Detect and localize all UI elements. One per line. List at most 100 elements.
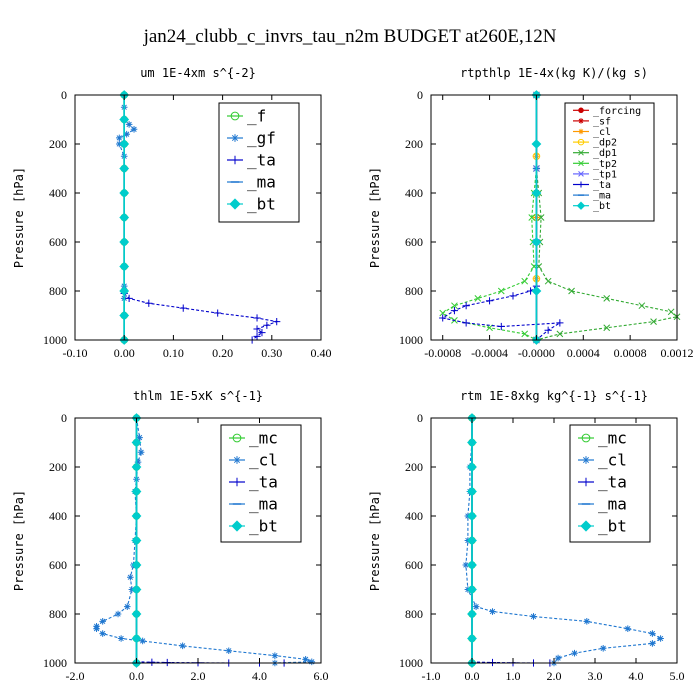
legend-marker bbox=[232, 477, 242, 487]
y-tick-label: 800 bbox=[49, 284, 67, 298]
y-tick-label: 0 bbox=[61, 411, 67, 425]
data-point bbox=[467, 633, 477, 644]
legend-box bbox=[220, 424, 302, 543]
legend-marker bbox=[580, 520, 592, 532]
legend-item: _dp1 bbox=[573, 148, 617, 159]
data-point bbox=[225, 647, 233, 655]
data-point bbox=[119, 188, 130, 198]
legend-item: _mc bbox=[578, 429, 627, 448]
data-point bbox=[131, 560, 142, 570]
y-axis-label: Pressure [hPa] bbox=[12, 167, 26, 268]
x-tick-label: 0.0012 bbox=[661, 346, 694, 360]
data-point bbox=[667, 308, 675, 316]
data-point bbox=[114, 610, 122, 618]
data-point bbox=[556, 330, 564, 338]
legend-marker bbox=[576, 201, 586, 210]
data-point bbox=[139, 637, 146, 645]
data-point bbox=[650, 318, 657, 325]
data-point bbox=[271, 652, 279, 659]
x-tick-label: 6.0 bbox=[314, 669, 329, 683]
y-tick-label: 400 bbox=[49, 186, 67, 200]
series-line bbox=[441, 285, 561, 341]
x-tick-label: 2.0 bbox=[547, 669, 562, 683]
data-point bbox=[148, 658, 156, 666]
data-point bbox=[472, 603, 480, 610]
data-point bbox=[125, 121, 133, 128]
panel-title: thlm 1E-5xK s^{-1} bbox=[133, 389, 263, 403]
y-tick-label: 1000 bbox=[399, 333, 423, 347]
y-tick-label: 200 bbox=[405, 460, 423, 474]
x-tick-label: 0.0004 bbox=[567, 346, 600, 360]
data-point bbox=[497, 322, 505, 331]
y-tick-label: 400 bbox=[405, 186, 423, 200]
data-point bbox=[649, 640, 656, 647]
data-point bbox=[467, 560, 477, 570]
y-tick-label: 600 bbox=[49, 558, 67, 572]
data-point bbox=[450, 307, 459, 315]
data-point bbox=[531, 188, 542, 198]
data-point bbox=[530, 613, 537, 620]
data-point bbox=[583, 618, 591, 625]
panel-3: thlm 1E-5xK s^{-1} Pressure [hPa] -2.0 0.0 2… bbox=[12, 389, 329, 683]
series-ta bbox=[439, 282, 564, 344]
x-tick-label: -0.10 bbox=[63, 346, 88, 360]
data-point bbox=[603, 324, 611, 332]
data-point bbox=[127, 573, 134, 581]
legend-label: _tp2 bbox=[593, 159, 617, 170]
legend-label: _forcing bbox=[593, 106, 641, 117]
y-tick-label: 200 bbox=[49, 137, 67, 151]
legend-label: _ta bbox=[598, 473, 627, 492]
y-tick-label: 200 bbox=[405, 137, 423, 151]
series-line bbox=[123, 293, 279, 341]
legend-item: _ma bbox=[578, 495, 627, 514]
data-point bbox=[137, 449, 145, 456]
legend-label: _ta bbox=[249, 473, 278, 492]
data-point bbox=[603, 294, 611, 302]
data-point bbox=[308, 658, 316, 666]
x-tick-label: -0.0008 bbox=[424, 346, 461, 360]
series-ta bbox=[120, 289, 281, 344]
legend-item: _tp2 bbox=[573, 159, 617, 170]
y-tick-label: 0 bbox=[61, 88, 67, 102]
plot-area bbox=[439, 90, 681, 345]
legend-item: _mc bbox=[229, 429, 278, 448]
panel-1: um 1E-4xm s^{-2} Pressure [hPa] -0.10 0.00 0… bbox=[12, 66, 332, 360]
x-tick-label: -1.0 bbox=[422, 669, 441, 683]
data-point bbox=[131, 437, 142, 448]
legend-item: _ma bbox=[229, 495, 278, 514]
legend-marker bbox=[577, 138, 585, 146]
data-point bbox=[638, 302, 646, 310]
y-tick-label: 400 bbox=[49, 509, 67, 523]
x-tick-label: 0.30 bbox=[261, 346, 282, 360]
data-point bbox=[273, 318, 281, 326]
plot-area bbox=[115, 90, 281, 345]
legend-label: _bt bbox=[249, 517, 278, 536]
data-point bbox=[497, 287, 505, 295]
data-point bbox=[93, 625, 100, 632]
data-point bbox=[467, 584, 477, 595]
legend-item: _cl bbox=[573, 127, 611, 138]
data-point bbox=[263, 321, 271, 329]
x-tick-label: 4.0 bbox=[252, 669, 267, 683]
data-point bbox=[115, 140, 123, 148]
data-point bbox=[556, 319, 564, 327]
legend-label: _ma bbox=[593, 191, 611, 202]
data-point bbox=[253, 314, 261, 322]
legend-marker bbox=[578, 149, 584, 156]
legend-label: _ta bbox=[593, 180, 611, 191]
legend-item: _bt bbox=[573, 201, 611, 212]
legend: _mc _cl _ta _ma _bt bbox=[220, 424, 302, 543]
data-point bbox=[136, 434, 143, 441]
series-ta bbox=[132, 658, 288, 667]
legend-label: _bt bbox=[247, 195, 276, 214]
legend-box bbox=[569, 424, 651, 543]
data-point bbox=[131, 584, 142, 595]
data-point bbox=[467, 486, 477, 497]
x-tick-label: 0.20 bbox=[212, 346, 233, 360]
series-bt bbox=[119, 90, 130, 345]
figure-title: jan24_clubb_c_invrs_tau_n2m BUDGET at260… bbox=[143, 26, 557, 47]
data-point bbox=[119, 237, 130, 247]
legend-marker bbox=[578, 181, 584, 188]
legend-marker bbox=[233, 456, 241, 464]
legend-item: _dp2 bbox=[573, 138, 617, 149]
